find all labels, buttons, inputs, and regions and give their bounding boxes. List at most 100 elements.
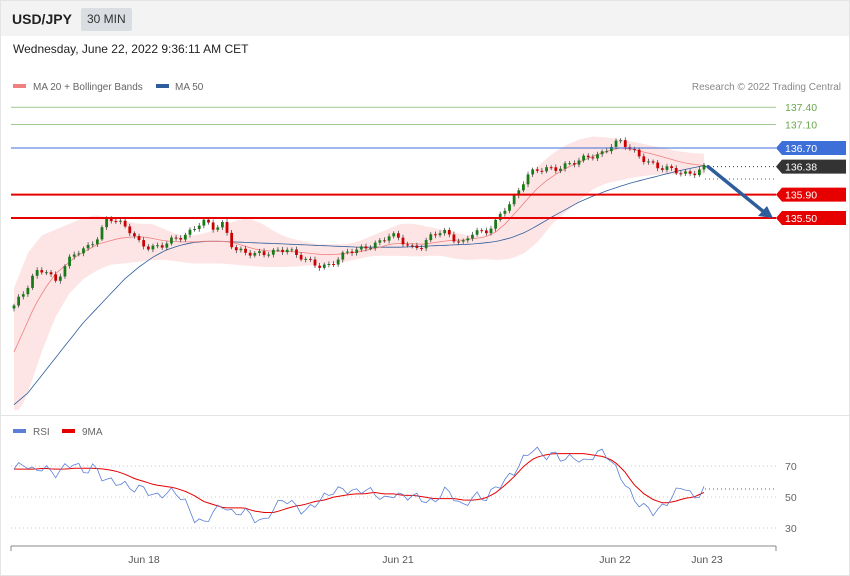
candle-body (285, 249, 289, 253)
candle-body (697, 169, 701, 176)
level-label-bg (776, 141, 846, 155)
candle-body (406, 244, 410, 246)
rsi-ma-line (14, 453, 705, 513)
candle-body (308, 258, 312, 260)
candle-body (72, 254, 76, 257)
candle-body (364, 246, 368, 249)
candle-body (494, 219, 497, 229)
candle-body (461, 240, 465, 242)
candle-body (693, 173, 697, 176)
candle-body (295, 249, 298, 255)
candle-body (642, 156, 646, 162)
candle-body (401, 237, 405, 245)
candle-body (49, 272, 53, 275)
legend-rsi-ma-swatch (62, 429, 75, 433)
candle-body (554, 167, 558, 171)
candle-body (109, 219, 113, 222)
x-tick-label: Jun 18 (128, 554, 160, 566)
candle-body (63, 266, 67, 277)
candle-body (244, 248, 247, 253)
candle-body (31, 275, 34, 288)
candle-body (82, 248, 85, 254)
candle-body (373, 242, 377, 248)
candle-body (369, 247, 372, 249)
candle-body (160, 245, 164, 248)
candle-body (415, 245, 419, 248)
level-label-pivot: 136.70 (785, 143, 817, 155)
candle-body (202, 219, 206, 226)
level-label-resistance: 137.40 (785, 102, 817, 114)
rsi-tick-50: 50 (785, 492, 797, 504)
candle-body (68, 256, 71, 267)
candle-body (114, 221, 118, 223)
rsi-tick-70: 70 (785, 461, 797, 473)
levels: 137.40 137.10 136.70 136.38 135.90 135.50 (11, 102, 846, 225)
candle-body (429, 234, 433, 241)
price-plot (12, 136, 706, 410)
candle-body (633, 148, 636, 150)
candle-body (577, 160, 581, 165)
candle-body (281, 249, 284, 253)
candle-body (466, 238, 470, 241)
candle-body (665, 166, 669, 170)
projection-arrow-head (758, 206, 773, 218)
candle-body (684, 171, 687, 174)
candle-body (346, 251, 349, 253)
candle-body (225, 222, 229, 233)
rsi-legend: RSI 9MA (13, 427, 103, 438)
candle-body (503, 210, 507, 214)
legend-ma20-label: MA 20 + Bollinger Bands (33, 82, 143, 93)
candle-body (234, 247, 238, 251)
candle-body (332, 263, 335, 265)
candle-body (26, 287, 30, 295)
candle-body (77, 253, 81, 255)
candle-body (318, 265, 322, 268)
level-label-bg (776, 187, 846, 202)
candle-body (383, 240, 386, 242)
candle-body (656, 162, 660, 169)
panel-divider (1, 415, 849, 416)
candle-body (179, 238, 183, 240)
rsi-plot: 70 50 30 (11, 446, 797, 535)
candle-body (119, 220, 122, 222)
candle-body (170, 237, 173, 244)
candle-body (290, 249, 294, 251)
candle-body (596, 154, 599, 159)
candle-body (197, 225, 201, 230)
candle-body (40, 270, 44, 273)
candle-body (21, 294, 25, 297)
candle-body (637, 149, 641, 157)
ma50-line (13, 165, 705, 406)
candle-body (688, 171, 692, 174)
candle-body (378, 240, 382, 243)
candle-body (253, 253, 257, 256)
top-bar: USD/JPY 30 MIN (1, 1, 849, 36)
candle-body (582, 155, 585, 161)
candle-body (475, 230, 479, 235)
candle-body (434, 234, 437, 236)
candle-body (586, 155, 590, 158)
legend-rsi-label: RSI (33, 427, 50, 438)
candle-body (123, 220, 127, 227)
candle-body (679, 173, 683, 175)
candle-body (304, 258, 308, 260)
candle-body (341, 252, 345, 260)
level-label-bg (776, 211, 846, 225)
timeframe-button[interactable]: 30 MIN (81, 8, 132, 31)
candle-body (563, 163, 567, 169)
candle-body (651, 161, 655, 163)
candle-body (396, 233, 400, 238)
candle-body (45, 272, 48, 274)
candle-body (623, 140, 627, 148)
candle-body (420, 247, 423, 249)
candle-body (660, 168, 664, 170)
candle-body (183, 234, 187, 240)
credit-text: Research © 2022 Trading Central (692, 82, 841, 93)
legend-ma20-swatch (13, 84, 26, 88)
candle-body (216, 227, 220, 230)
candle-body (128, 226, 132, 234)
candle-body (410, 245, 414, 247)
candle-body (35, 270, 39, 276)
